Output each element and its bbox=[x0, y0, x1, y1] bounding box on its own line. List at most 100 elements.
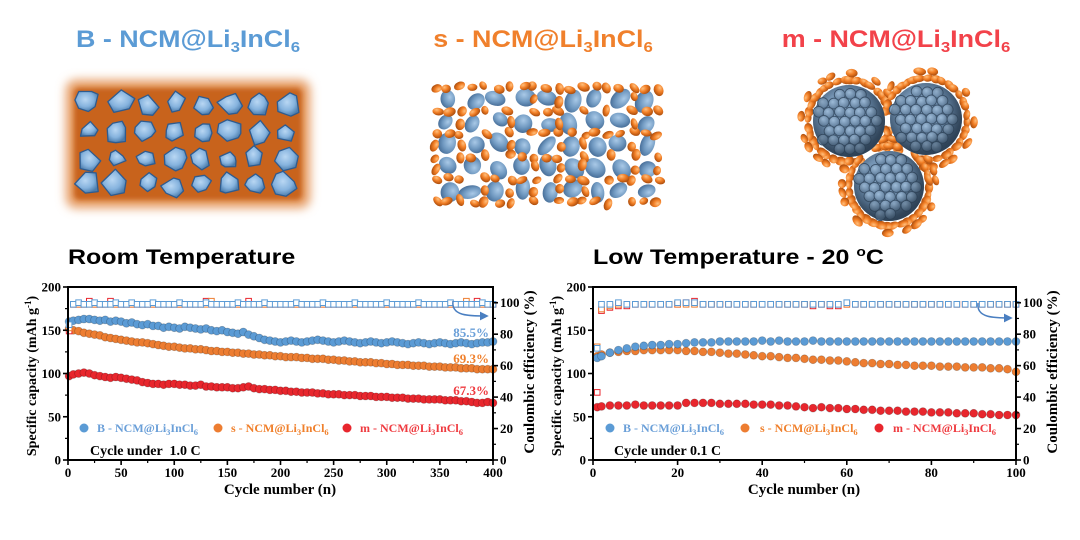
coating-particle bbox=[555, 117, 564, 131]
coating-particle bbox=[832, 77, 843, 86]
capacity-point-m bbox=[774, 401, 784, 410]
label-part: InCl bbox=[830, 421, 854, 435]
efficiency-point-b bbox=[826, 301, 834, 308]
active-particle bbox=[167, 90, 187, 113]
capacity-point-s bbox=[774, 352, 784, 362]
coating-particle bbox=[812, 153, 824, 162]
coating-particle bbox=[641, 174, 653, 184]
coating-particle bbox=[506, 198, 515, 209]
active-particle bbox=[637, 184, 656, 198]
y2-tick-label: 80 bbox=[500, 327, 513, 342]
coating-particle bbox=[529, 153, 539, 164]
capacity-point-m bbox=[656, 401, 666, 410]
coating-particle bbox=[603, 198, 613, 211]
active-particle bbox=[514, 138, 531, 156]
capacity-point-s bbox=[867, 358, 877, 368]
x-tick-label: 80 bbox=[925, 465, 938, 480]
secondary-particle bbox=[812, 85, 885, 157]
capacity-point-b bbox=[673, 339, 682, 349]
capacity-point-s bbox=[1003, 364, 1012, 374]
coating-particle bbox=[470, 199, 480, 208]
capacity-point-m bbox=[986, 409, 995, 419]
capacity-point-m bbox=[960, 408, 970, 418]
capacity-point-b bbox=[943, 337, 953, 346]
active-particle bbox=[492, 112, 508, 127]
coating-particle bbox=[902, 225, 912, 234]
y-tick-label: 100 bbox=[42, 366, 62, 381]
capacity-point-m bbox=[817, 402, 826, 412]
coating-particle bbox=[871, 76, 881, 86]
capacity-point-b bbox=[994, 337, 1004, 346]
coating-particle bbox=[579, 136, 587, 150]
efficiency-point-b bbox=[945, 301, 952, 308]
coating-particle bbox=[507, 175, 518, 186]
capacity-point-s bbox=[876, 359, 885, 369]
x-tick-label: 250 bbox=[324, 465, 344, 480]
efficiency-point-b bbox=[699, 301, 707, 308]
coating-particle bbox=[923, 74, 934, 82]
coating-particle bbox=[532, 176, 542, 185]
active-particle bbox=[73, 171, 99, 194]
coating-particle bbox=[936, 76, 946, 86]
active-particle bbox=[458, 185, 482, 199]
y-tick-label: 150 bbox=[42, 323, 62, 338]
coating-particle bbox=[480, 185, 489, 196]
coating-particle bbox=[940, 150, 952, 160]
efficiency-point-b bbox=[598, 301, 605, 308]
active-particle bbox=[638, 161, 657, 178]
coating-particle bbox=[845, 68, 858, 78]
active-particle bbox=[588, 137, 607, 157]
coating-particle bbox=[924, 173, 933, 186]
efficiency-point-b bbox=[733, 301, 741, 308]
coating-particle bbox=[602, 104, 610, 117]
efficiency-point-b bbox=[911, 301, 918, 308]
capacity-point-m bbox=[943, 407, 953, 417]
coating-particle bbox=[563, 85, 576, 95]
coating-particle bbox=[457, 139, 467, 152]
efficiency-point-b bbox=[970, 301, 978, 308]
coating-particle bbox=[851, 76, 862, 85]
capacity-point-b bbox=[614, 345, 623, 355]
coating-particle bbox=[538, 128, 551, 137]
coating-particle bbox=[887, 81, 895, 92]
coating-particle bbox=[630, 92, 638, 102]
capacity-point-s bbox=[960, 362, 970, 372]
capacity-point-s bbox=[859, 358, 869, 368]
title-part: Low Temperature - 20 bbox=[593, 246, 857, 269]
capacity-point-s bbox=[715, 348, 725, 358]
coating-particle bbox=[804, 141, 814, 153]
coating-particle bbox=[455, 118, 465, 131]
efficiency-point-b bbox=[767, 301, 775, 308]
retention-label-b: 85.5% bbox=[453, 325, 489, 340]
capacity-point-b bbox=[724, 337, 733, 346]
coating-particle bbox=[882, 125, 891, 136]
capacity-point-s bbox=[690, 346, 699, 356]
y-tick-label: 50 bbox=[573, 409, 586, 424]
active-particle bbox=[513, 156, 530, 175]
capacity-point-m bbox=[690, 398, 699, 408]
active-particle bbox=[438, 156, 457, 174]
label-subscript: 6 bbox=[992, 427, 996, 437]
active-particle bbox=[440, 90, 456, 109]
efficiency-point-b bbox=[852, 301, 859, 308]
capacity-point-b bbox=[859, 337, 869, 346]
active-particle bbox=[100, 168, 127, 197]
label-subscript: 3 bbox=[964, 427, 968, 437]
efficiency-point-b bbox=[868, 301, 876, 308]
active-particle bbox=[74, 90, 99, 113]
label-superscript: -1 bbox=[23, 300, 33, 308]
coating-particle bbox=[896, 219, 909, 228]
capacity-point-m bbox=[757, 400, 767, 410]
title-part: Room Temperature bbox=[68, 246, 296, 269]
active-particle bbox=[191, 174, 213, 193]
efficiency-point-b bbox=[919, 301, 927, 308]
coating-particle bbox=[555, 183, 565, 194]
active-particle bbox=[464, 115, 480, 133]
material-title-s: s - NCM@Li3InCl6 bbox=[433, 26, 653, 55]
coating-particle bbox=[553, 196, 565, 205]
label-part: InCl bbox=[301, 421, 325, 435]
efficiency-point-b bbox=[623, 301, 631, 308]
capacity-point-s bbox=[749, 350, 759, 360]
capacity-point-s bbox=[833, 356, 843, 365]
coating-particle bbox=[516, 176, 528, 185]
